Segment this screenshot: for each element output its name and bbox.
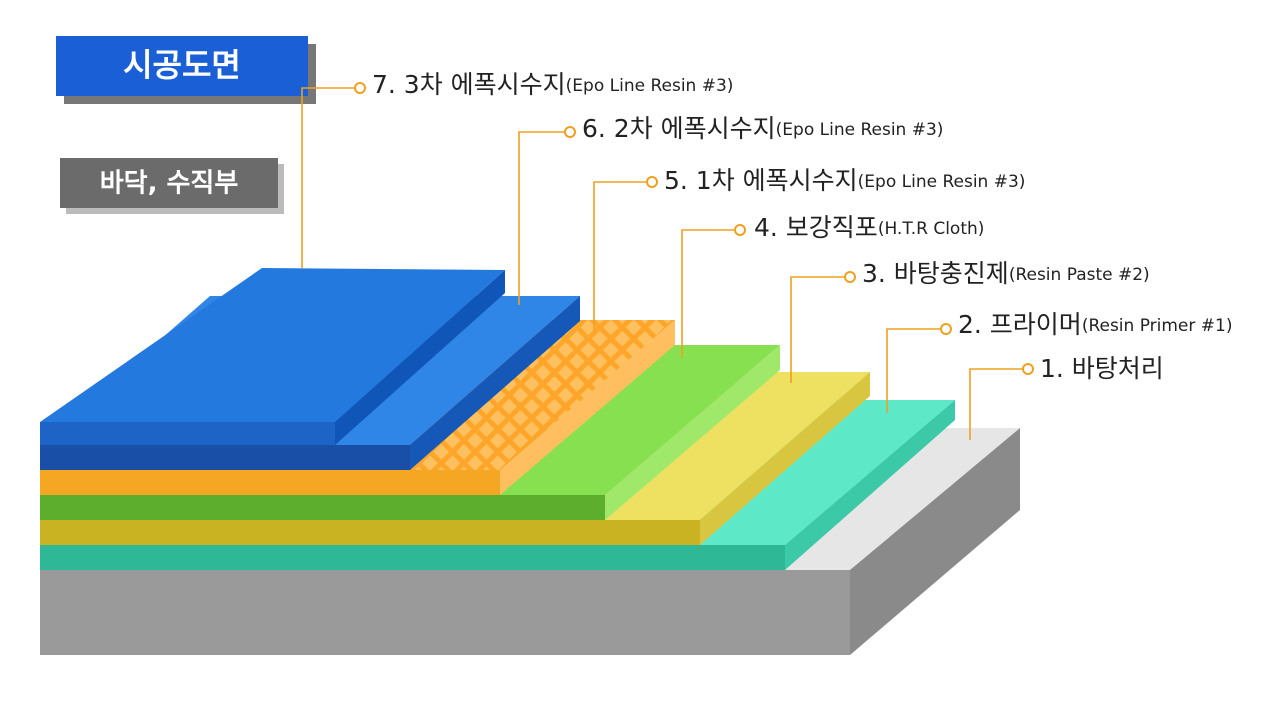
label-main: 3. 바탕충진제 [862,259,1009,288]
label-main: 4. 보강직포 [754,213,878,242]
label-note: (Epo Line Resin #3) [566,76,734,96]
leader [969,368,1024,440]
label: 7. 3차 에폭시수지(Epo Line Resin #3) [372,70,733,99]
label-note: (Epo Line Resin #3) [776,120,944,140]
label: 3. 바탕충진제(Resin Paste #2) [862,259,1150,288]
callouts: 7. 3차 에폭시수지(Epo Line Resin #3) 6. 2차 에폭시… [301,70,1232,440]
leader [518,131,566,305]
label: 6. 2차 에폭시수지(Epo Line Resin #3) [582,114,943,143]
title-box [56,36,308,96]
leader [301,87,356,268]
leader-dot [354,82,366,94]
leader-dot [564,126,576,138]
subtitle: 바닥, 수직부 [100,169,239,199]
leader [886,328,942,413]
leader [681,229,736,358]
leader-dot [844,271,856,283]
subtitle-box [60,158,278,208]
label: 5. 1차 에폭시수지(Epo Line Resin #3) [664,166,1025,195]
label-note: (Epo Line Resin #3) [858,172,1026,192]
layer-resin-3 [40,268,505,445]
label-main: 7. 3차 에폭시수지 [372,70,566,99]
leader-dot [646,176,658,188]
label-main: 6. 2차 에폭시수지 [582,114,776,143]
leader [790,276,846,383]
leader-dot [734,224,746,236]
leader [593,181,648,330]
label-note: (H.T.R Cloth) [878,219,985,239]
label: 4. 보강직포(H.T.R Cloth) [754,213,984,242]
label-main: 1. 바탕처리 [1040,354,1164,383]
label: 1. 바탕처리 [1040,354,1164,383]
label-main: 2. 프라이머 [958,310,1082,339]
label-note: (Resin Primer #1) [1082,316,1233,336]
leader-dot [940,323,952,335]
label-main: 5. 1차 에폭시수지 [664,166,858,195]
leader-dot [1022,363,1034,375]
label: 2. 프라이머(Resin Primer #1) [958,310,1232,339]
title: 시공도면 [123,46,241,84]
label-note: (Resin Paste #2) [1009,265,1150,285]
